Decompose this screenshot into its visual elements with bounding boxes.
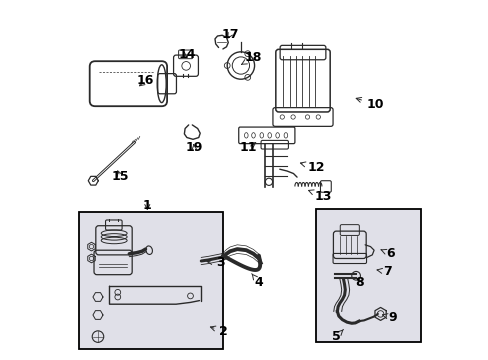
Text: 15: 15 [111,170,129,183]
Text: 10: 10 [355,98,384,111]
Text: 17: 17 [221,28,238,41]
Text: 12: 12 [300,161,325,174]
Text: 1: 1 [142,199,151,212]
Text: 2: 2 [210,325,227,338]
Text: 16: 16 [137,75,154,87]
Text: 19: 19 [185,141,203,154]
Text: 6: 6 [380,247,394,260]
Text: 3: 3 [206,256,224,269]
Text: 13: 13 [308,190,331,203]
Text: 8: 8 [355,276,363,289]
Text: 5: 5 [331,329,343,343]
Bar [79,212,223,349]
Text: 4: 4 [251,274,263,289]
Bar [316,209,420,342]
Text: 7: 7 [376,265,391,278]
Text: 11: 11 [239,141,257,154]
Text: 18: 18 [241,51,262,64]
Text: 14: 14 [178,48,195,60]
Text: 9: 9 [382,311,396,324]
